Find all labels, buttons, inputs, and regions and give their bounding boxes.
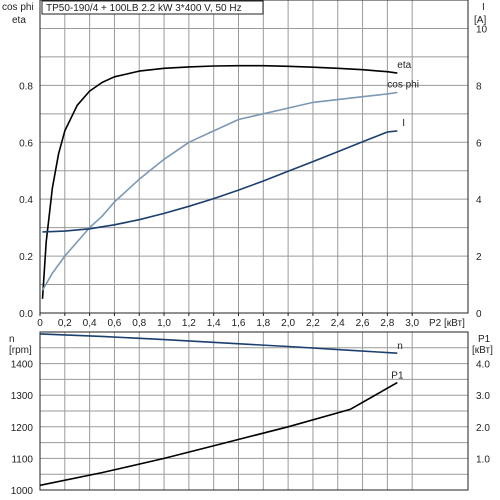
top-chart-series [41, 64, 398, 299]
bottom-left-axis-label-rpm: [rpm] [9, 345, 32, 356]
bottom-chart-series [39, 333, 398, 487]
right-axis-label-i-unit: [A] [474, 15, 486, 26]
x-tick-label: 2,6 [356, 318, 370, 329]
x-tick-label: 1,4 [207, 318, 221, 329]
left-tick-label: 0.8 [19, 81, 33, 92]
x-tick-label: 0,2 [58, 318, 72, 329]
series-labels: eta cos phi In P1 [387, 60, 419, 381]
right-tick-label: 2 [476, 252, 482, 263]
x-tick-label: 2,2 [306, 318, 320, 329]
x-tick-label: 1,2 [182, 318, 196, 329]
x-tick-label: 2,0 [281, 318, 295, 329]
left-axis-label-cos-phi: cos phi [2, 2, 34, 13]
top-chart-ticks: 0 0,2 0,4 0,6 0,8 1,0 1,2 1,4 1,6 1,8 2,0 2,2 2,4 2,6… [19, 24, 487, 329]
bottom-left-tick-label: 1000 [11, 486, 34, 497]
left-tick-label: 0.2 [19, 252, 33, 263]
top-chart-frame [39, 0, 469, 314]
series-line-i [42, 130, 398, 233]
bottom-chart-ticks: 1000 1100 1200 1300 1400 1.0 2.0 3.0 4.0 [11, 360, 491, 497]
bottom-chart-frame [39, 331, 469, 491]
x-tick-label: 0,4 [83, 318, 97, 329]
series-label-i: I [402, 118, 405, 129]
bottom-right-tick-label: 3.0 [476, 391, 490, 402]
x-tick-label: 1,0 [157, 318, 171, 329]
right-tick-label: 6 [476, 138, 482, 149]
x-tick-label: 0 [37, 318, 43, 329]
x-tick-label: 2,8 [380, 318, 394, 329]
bottom-right-tick-label: 4.0 [476, 360, 490, 371]
series-label-cos-phi: cos phi [387, 79, 419, 90]
bottom-chart-grid [39, 332, 468, 490]
x-axis-label: P2 [кВт] [429, 318, 465, 329]
chart-title-box [41, 0, 264, 15]
x-tick-label: 1,6 [232, 318, 246, 329]
top-chart-grid [39, 0, 468, 313]
x-tick-label: 1,8 [256, 318, 270, 329]
left-tick-label: 0.6 [19, 138, 33, 149]
chart-title: TP50-190/4 + 100LB 2.2 kW 3*400 V, 50 Hz [46, 3, 242, 14]
bottom-right-tick-label: 2.0 [476, 423, 490, 434]
bottom-right-tick-label: 1.0 [476, 454, 490, 465]
left-tick-label: 0.0 [19, 309, 33, 320]
right-tick-label: 0 [476, 309, 482, 320]
series-line-cos-phi [41, 91, 398, 291]
right-tick-label: 10 [476, 24, 488, 35]
bottom-left-tick-label: 1200 [11, 423, 34, 434]
series-label-n: n [397, 341, 403, 352]
x-tick-label: 3,0 [405, 318, 419, 329]
bottom-left-tick-label: 1100 [11, 454, 33, 465]
bottom-left-tick-label: 1300 [11, 391, 34, 402]
series-label-eta: eta [397, 60, 411, 71]
right-tick-label: 4 [476, 195, 482, 206]
right-axis-label-i: I [482, 2, 485, 13]
left-tick-label: 0.4 [19, 195, 33, 206]
right-tick-label: 8 [476, 81, 482, 92]
bottom-left-axis-label-n: n [9, 334, 15, 345]
series-label-p1: P1 [391, 371, 404, 382]
x-tick-label: 0,6 [107, 318, 121, 329]
bottom-left-tick-label: 1400 [11, 360, 34, 371]
series-line-p1 [39, 381, 398, 487]
x-tick-label: 2,4 [331, 318, 345, 329]
bottom-right-axis-label-kw: [кВт] [472, 345, 493, 356]
bottom-right-axis-label-p1: P1 [478, 334, 491, 345]
series-line-eta [41, 64, 398, 299]
left-axis-label-eta: eta [12, 15, 26, 26]
series-line-n [39, 333, 398, 354]
x-tick-label: 0,8 [132, 318, 146, 329]
